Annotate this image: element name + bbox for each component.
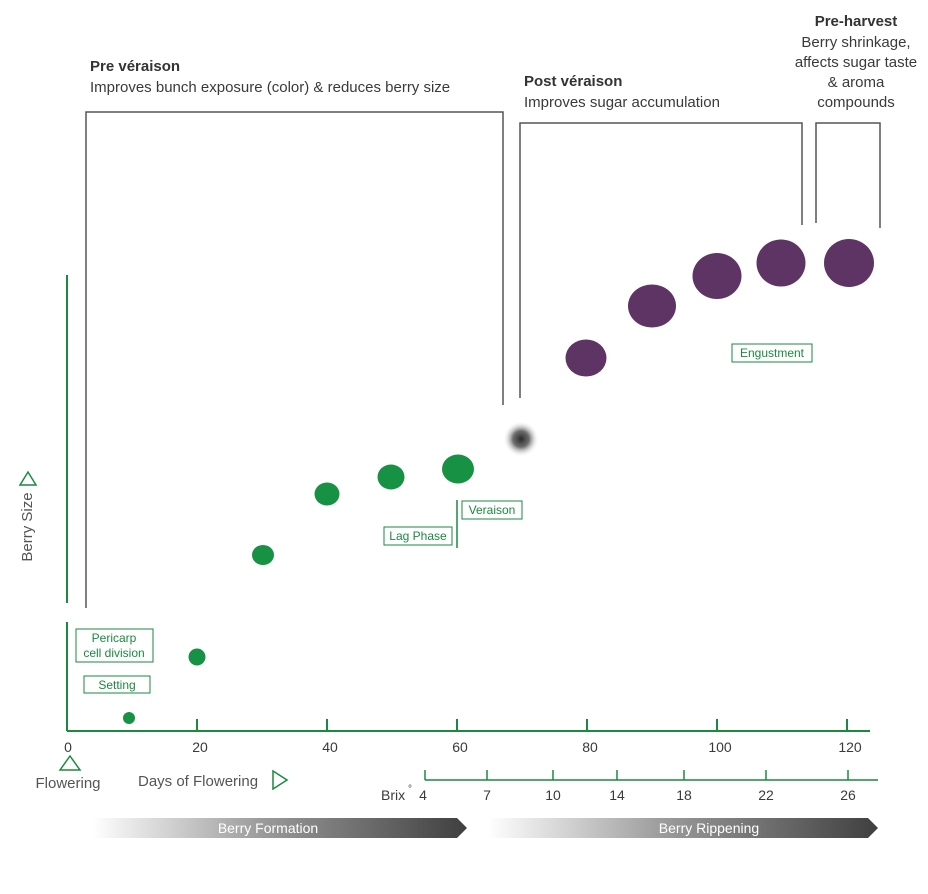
- days-arrow-icon: [272, 769, 289, 791]
- veraison-box: [461, 500, 523, 520]
- pre-veraison-description: Improves bunch exposure (color) & reduce…: [90, 79, 450, 96]
- pericarp-label-line: Pericarp: [92, 631, 137, 645]
- x-tick-label: 20: [192, 739, 208, 755]
- pre-veraison-bracket: [85, 111, 504, 608]
- berry-day-120: [824, 239, 874, 287]
- brix-tick-labels: 4 7 10 14 18 22 26: [419, 787, 856, 803]
- berry-day-60: [442, 454, 474, 484]
- brix-tick-label: 14: [609, 787, 625, 803]
- brix-tick-label: 7: [483, 787, 491, 803]
- lag-phase-label: Lag Phase: [389, 529, 447, 543]
- brix-tick-label: 18: [676, 787, 692, 803]
- x-tick-labels: 0 20 40 60 80 100 120: [64, 739, 862, 755]
- pericarp-box: [75, 628, 154, 663]
- x-tick-label: 40: [322, 739, 338, 755]
- x-tick-label: 80: [582, 739, 598, 755]
- brix-tick-marks: [424, 770, 849, 780]
- pre-harvest-description-line: affects sugar taste: [795, 54, 917, 71]
- brix-tick-label: 22: [758, 787, 774, 803]
- berry-formation-label: Berry Formation: [218, 820, 318, 836]
- brix-label: Brix: [381, 787, 405, 803]
- flowering-label: Flowering: [35, 775, 100, 792]
- lag-phase-box: [383, 526, 453, 546]
- x-tick-label: 120: [838, 739, 862, 755]
- veraison-label: Veraison: [469, 503, 516, 517]
- berry-rippening-label: Berry Rippening: [659, 820, 759, 836]
- pre-harvest-description-line: Berry shrinkage,: [801, 34, 910, 51]
- berry-day-100: [692, 253, 742, 299]
- engustment-box: [731, 343, 813, 363]
- brix-tick-label: 10: [545, 787, 561, 803]
- berry-pericarp: [188, 648, 206, 666]
- setting-label: Setting: [98, 678, 135, 692]
- berry-day-50: [377, 464, 405, 490]
- berry-day-90: [628, 284, 676, 328]
- x-tick-label: 100: [708, 739, 732, 755]
- pre-harvest-bracket: [815, 122, 881, 228]
- engustment-label: Engustment: [740, 346, 805, 360]
- berry-setting: [123, 712, 135, 724]
- setting-box: [83, 675, 151, 694]
- pericarp-label-line: cell division: [83, 646, 144, 660]
- post-veraison-description: Improves sugar accumulation: [524, 94, 720, 111]
- y-axis-arrow-icon: [18, 470, 38, 486]
- flowering-arrow-icon: [58, 754, 82, 771]
- berry-day-110: [756, 239, 806, 287]
- berry-veraison: [503, 421, 539, 457]
- berry-rippening-bar: [488, 818, 878, 838]
- berry-formation-bar: [92, 818, 467, 838]
- berry-day-30: [252, 545, 274, 565]
- y-axis-label: Berry Size: [19, 492, 36, 561]
- brix-degree: °: [408, 784, 412, 795]
- x-axis-label: Days of Flowering: [138, 773, 258, 790]
- post-veraison-title: Post véraison: [524, 73, 622, 90]
- pre-veraison-title: Pre véraison: [90, 58, 180, 75]
- x-tick-marks: [196, 719, 848, 731]
- x-tick-label: 0: [64, 739, 72, 755]
- berry-day-40: [314, 482, 340, 506]
- pre-harvest-title: Pre-harvest: [815, 13, 898, 30]
- x-tick-label: 60: [452, 739, 468, 755]
- post-veraison-bracket: [519, 122, 803, 398]
- pre-harvest-description-line: compounds: [817, 94, 895, 111]
- berry-day-80: [565, 339, 607, 377]
- pre-harvest-description-line: & aroma: [828, 74, 885, 91]
- brix-tick-label: 4: [419, 787, 427, 803]
- brix-tick-label: 26: [840, 787, 856, 803]
